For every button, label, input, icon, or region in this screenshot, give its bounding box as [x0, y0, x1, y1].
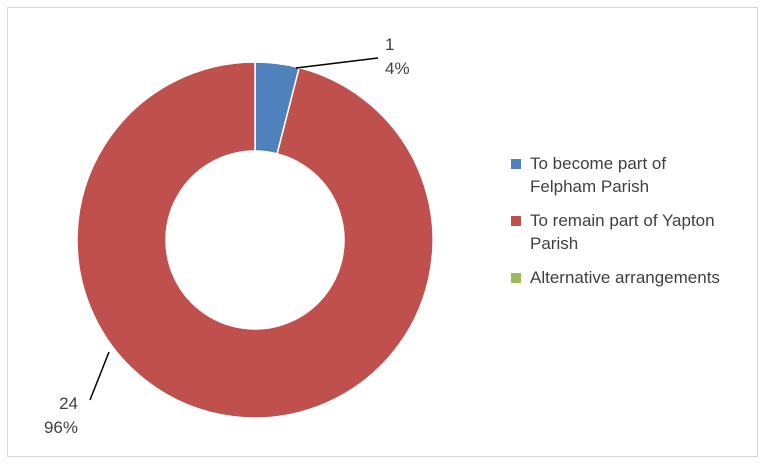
legend-label-felpham-line2: Felpham Parish: [530, 177, 650, 196]
data-labels-group: 1 4% 24 96%: [44, 35, 410, 437]
data-label-value-1: 24: [59, 394, 78, 413]
legend-swatch-yapton: [511, 216, 521, 226]
legend-label-yapton-line2: Parish: [530, 234, 579, 253]
legend-swatch-felpham: [511, 159, 521, 169]
legend: To become part of Felpham Parish To rema…: [510, 152, 760, 300]
data-label-percent-0: 4%: [385, 59, 410, 78]
legend-item-felpham: To become part of Felpham Parish: [510, 152, 760, 198]
slice-1: [76, 61, 434, 419]
leader-lines-group: [89, 57, 379, 401]
leader-line-0: [295, 57, 379, 69]
data-label-value-0: 1: [385, 35, 394, 54]
leader-line-1: [89, 351, 110, 401]
legend-label-alternative: Alternative arrangements: [530, 268, 720, 287]
legend-item-alternative: Alternative arrangements: [510, 266, 760, 289]
legend-label-yapton-line1: To remain part of Yapton: [530, 211, 715, 230]
legend-label-felpham-line1: To become part of: [530, 154, 667, 173]
data-label-percent-1: 96%: [44, 418, 78, 437]
slices-group: [76, 61, 434, 419]
legend-item-yapton: To remain part of Yapton Parish: [510, 209, 760, 255]
legend-swatch-alternative: [511, 273, 521, 283]
